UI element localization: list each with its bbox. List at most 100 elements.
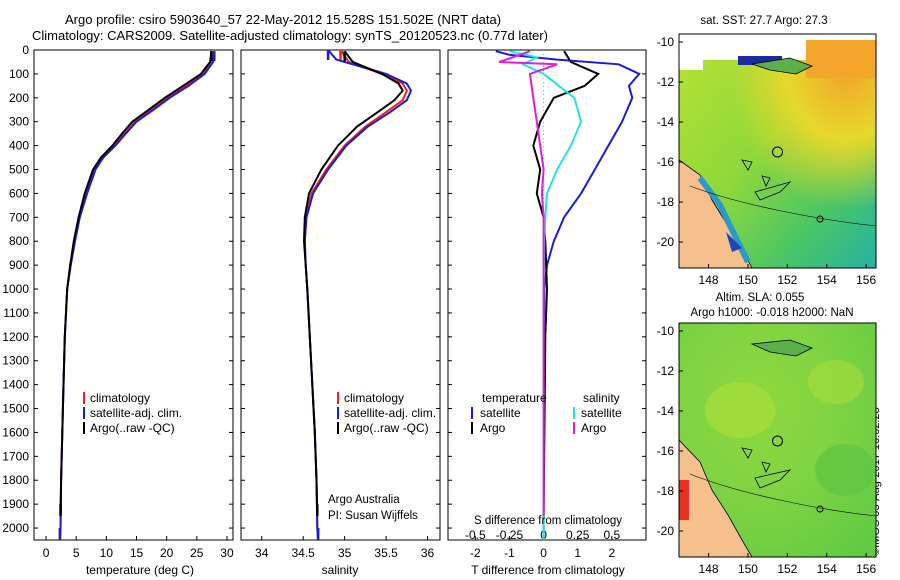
legend-title-salinity: salinity <box>583 391 620 405</box>
sst-map-title: sat. SST: 27.7 Argo: 27.3 <box>700 15 827 27</box>
legend-label-satellite: satellite-adj. clim. <box>344 406 436 420</box>
depth-tick-label: 1500 <box>2 402 29 416</box>
x-tick-label: 36 <box>421 546 435 560</box>
depth-tick-label: 2000 <box>2 521 29 535</box>
salinity-legend: climatology satellite-adj. clim. Argo(..… <box>337 391 436 435</box>
map-y-tick-label: -18 <box>657 195 675 209</box>
map-x-tick-label: 154 <box>817 273 837 287</box>
difference-legend-salinity: salinity satellite Argo <box>573 391 622 435</box>
x-top-tick-label: 0.25 <box>566 528 590 542</box>
map-x-tick-label: 150 <box>738 273 758 287</box>
depth-tick-label: 1800 <box>2 473 29 487</box>
depth-tick-label: 700 <box>9 210 29 224</box>
map-x-tick-label: 150 <box>738 562 758 576</box>
x-tick-label: 30 <box>220 546 234 560</box>
sst-map-frame <box>678 33 877 269</box>
map-y-tick-label: -12 <box>657 364 675 378</box>
x-tick-label: 0 <box>540 546 547 560</box>
legend-label-sal-argo: Argo <box>581 421 607 435</box>
x-tick-label: 35 <box>338 546 352 560</box>
x-tick-label: 20 <box>160 546 174 560</box>
map-y-tick-label: -14 <box>657 115 675 129</box>
series-line-temperature-argo <box>532 50 601 517</box>
figure-title-line1: Argo profile: csiro 5903640_57 22-May-20… <box>65 12 502 27</box>
difference-xlabel: T difference from climatology <box>471 563 625 577</box>
depth-tick-label: 800 <box>9 234 29 248</box>
map-x-tick-label: 156 <box>856 562 876 576</box>
sst-island-marker <box>816 215 824 223</box>
legend-title-temperature: temperature <box>482 391 547 405</box>
depth-tick-label: 1100 <box>3 306 29 320</box>
sla-argo-position-marker <box>772 435 783 447</box>
salinity-xlabel: salinity <box>322 563 359 577</box>
sla-map-title-line1: Altim. SLA: 0.055 <box>716 292 805 304</box>
depth-tick-label: 1900 <box>2 497 29 511</box>
sla-island-marker <box>816 505 824 513</box>
map-x-tick-label: 148 <box>699 562 719 576</box>
x-tick-label: 0 <box>43 546 50 560</box>
legend-label-argo: Argo(..raw -QC) <box>344 421 429 435</box>
annotation-line1: Argo Australia <box>328 494 400 506</box>
series-line-argo-raw-qc- <box>59 51 213 517</box>
x-tick-label: 34.5 <box>292 546 316 560</box>
sla-map-frame <box>678 322 877 558</box>
temperature-panel: 0 5 10 15 20 25 30 <box>33 49 234 560</box>
x-top-tick-label: -0.25 <box>496 528 524 542</box>
x-tick-label: -2 <box>470 546 481 560</box>
depth-tick-label: 600 <box>9 186 29 200</box>
legend-label-argo: Argo(..raw -QC) <box>90 421 175 435</box>
legend-label-satellite: satellite-adj. clim. <box>90 406 182 420</box>
legend-label-temp-argo: Argo <box>480 421 506 435</box>
map-y-tick-label: -20 <box>657 235 675 249</box>
map-x-tick-label: 148 <box>699 273 719 287</box>
map-x-tick-label: 152 <box>777 273 797 287</box>
depth-tick-label: 1000 <box>2 282 29 296</box>
series-line-argo-raw-qc- <box>302 50 404 517</box>
map-y-tick-label: -14 <box>657 404 675 418</box>
depth-tick-label: 1600 <box>2 425 29 439</box>
series-line-salinity-argo <box>498 50 558 517</box>
depth-tick-label: 100 <box>9 67 29 81</box>
map-y-tick-label: -12 <box>657 75 675 89</box>
x-tick-label: 25 <box>190 546 204 560</box>
difference-top-xlabel: S difference from climatology <box>474 515 622 527</box>
map-x-tick-label: 152 <box>777 562 797 576</box>
x-tick-label: -1 <box>504 546 515 560</box>
x-top-tick-label: -0.5 <box>465 528 486 542</box>
sst-argo-position-marker <box>772 146 783 158</box>
x-tick-label: 2 <box>609 546 616 560</box>
depth-tick-label: 1400 <box>2 378 29 392</box>
legend-label-climatology: climatology <box>344 391 404 405</box>
temperature-legend: climatology satellite-adj. clim. Argo(..… <box>83 391 182 435</box>
depth-tick-label: 200 <box>9 91 29 105</box>
difference-legend-temperature: temperature satellite Argo <box>471 391 547 435</box>
x-top-tick-label: 0.5 <box>604 528 621 542</box>
map-y-tick-label: -16 <box>657 444 675 458</box>
depth-tick-label: 400 <box>9 139 29 153</box>
map-y-tick-label: -10 <box>657 324 675 338</box>
x-tick-label: 5 <box>73 546 80 560</box>
depth-tick-label: 900 <box>9 258 29 272</box>
x-tick-label: 35.5 <box>374 546 398 560</box>
depth-tick-label: 1200 <box>2 330 29 344</box>
map-y-tick-label: -18 <box>657 484 675 498</box>
figure-title-line2: Climatology: CARS2009. Satellite-adjuste… <box>32 28 548 43</box>
sla-map-axes: 148 150 152 154 156 -10 -12 -14 -16 -18 -20 <box>657 324 877 576</box>
x-tick-label: 15 <box>130 546 144 560</box>
depth-tick-label: 1700 <box>2 449 29 463</box>
salinity-axes-frame <box>240 49 441 541</box>
depth-tick-label: 300 <box>9 115 29 129</box>
depth-tick-label: 0 <box>22 43 29 57</box>
legend-label-climatology: climatology <box>90 391 150 405</box>
x-tick-label: 1 <box>574 546 581 560</box>
x-tick-label: 34 <box>255 546 269 560</box>
sla-map-title-line2: Argo h1000: -0.018 h2000: NaN <box>690 307 853 319</box>
map-y-tick-label: -16 <box>657 155 675 169</box>
sst-map-axes: 148 150 152 154 156 -10 -12 -14 -16 -18 -20 <box>657 35 877 287</box>
map-y-tick-label: -10 <box>657 35 675 49</box>
salinity-panel: 34 34.5 35 35.5 36 <box>240 49 441 560</box>
sst-map-image <box>679 34 876 268</box>
map-y-tick-label: -20 <box>657 524 675 538</box>
